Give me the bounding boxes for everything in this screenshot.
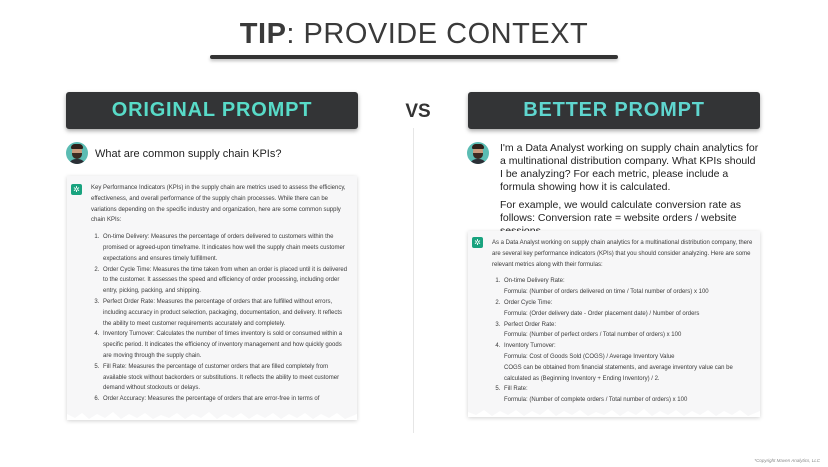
kpi-note: COGS can be obtained from financial stat… [504,364,733,382]
list-item: Order Cycle Time: Formula: (Order delive… [502,298,754,320]
kpi-formula: Formula: (Number of orders delivered on … [504,289,709,296]
list-item: Perfect Order Rate: Formula: (Number of … [502,320,754,342]
kpi-formula: Formula: Cost of Goods Sold (COGS) / Ave… [504,353,675,360]
user-avatar-icon [66,142,88,164]
list-item: Inventory Turnover: Formula: Cost of Goo… [502,341,754,384]
title-underline [210,55,618,59]
list-item: Inventory Turnover: Calculates the numbe… [101,329,351,361]
kpi-name: Fill Rate: [504,386,528,393]
original-prompt-banner: ORIGINAL PROMPT [66,92,358,129]
chatgpt-logo-icon: ✲ [71,184,82,195]
better-answer-intro: As a Data Analyst working on supply chai… [492,240,753,268]
list-item: Order Accuracy: Measures the percentage … [101,394,351,405]
original-answer-intro: Key Performance Indicators (KPIs) in the… [91,185,346,224]
list-item: Perfect Order Rate: Measures the percent… [101,297,351,329]
torn-edge [468,409,760,417]
kpi-formula: Formula: (Number of perfect orders / Tot… [504,332,682,339]
page-title: TIP: PROVIDE CONTEXT [0,18,828,51]
list-item: On-time Delivery: Measures the percentag… [101,232,351,264]
column-divider [413,128,414,433]
better-question: I'm a Data Analyst working on supply cha… [500,142,760,238]
kpi-name: Inventory Turnover: [504,343,556,350]
title-bold: TIP [239,18,287,50]
vs-label: VS [405,101,431,122]
copyright-notice: *Copyright Maven Analytics, LLC [754,458,820,463]
original-answer-text: Key Performance Indicators (KPIs) in the… [91,183,351,405]
kpi-name: On-time Delivery Rate: [504,278,565,285]
kpi-formula: Formula: (Order delivery date - Order pl… [504,310,700,317]
list-item: Order Cycle Time: Measures the time take… [101,265,351,297]
title-rest: : PROVIDE CONTEXT [286,18,589,50]
better-kpi-list: On-time Delivery Rate: Formula: (Number … [492,276,754,406]
kpi-formula: Formula: (Number of complete orders / To… [504,397,688,404]
torn-edge [67,412,357,420]
list-item: Fill Rate: Formula: (Number of complete … [502,384,754,406]
list-item: On-time Delivery Rate: Formula: (Number … [502,276,754,298]
user-avatar-icon [467,142,489,164]
better-answer-text: As a Data Analyst working on supply chai… [492,238,754,406]
better-prompt-banner: BETTER PROMPT [468,92,760,129]
kpi-name: Perfect Order Rate: [504,321,557,328]
better-question-p1: I'm a Data Analyst working on supply cha… [500,142,759,193]
list-item: Fill Rate: Measures the percentage of cu… [101,362,351,394]
original-kpi-list: On-time Delivery: Measures the percentag… [91,232,351,405]
chatgpt-logo-icon: ✲ [472,237,483,248]
kpi-name: Order Cycle Time: [504,299,553,306]
original-answer-card: ✲ Key Performance Indicators (KPIs) in t… [67,176,357,420]
original-question: What are common supply chain KPIs? [95,148,282,160]
better-answer-card: ✲ As a Data Analyst working on supply ch… [468,231,760,417]
